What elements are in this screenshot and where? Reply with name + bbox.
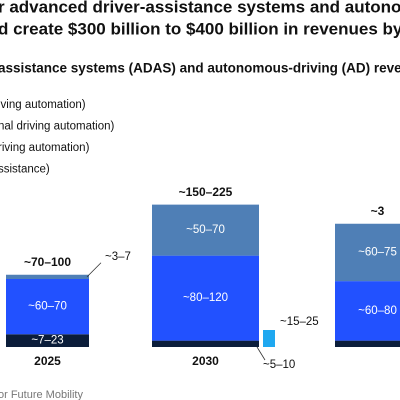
total-label: ~70–100 <box>24 255 71 269</box>
legend-label: ssistance) <box>0 164 50 176</box>
data-label: ~60–80 <box>358 305 397 317</box>
bar-segment <box>6 334 89 347</box>
leader-line <box>86 262 102 278</box>
data-label: ~7–23 <box>31 335 63 347</box>
data-label: ~3–7 <box>105 251 131 263</box>
chart-subtitle: assistance systems (ADAS) and autonomous… <box>0 61 400 76</box>
leader-line <box>256 346 266 361</box>
data-label: ~15–25 <box>280 316 319 328</box>
data-label: ~50–70 <box>186 224 225 236</box>
bar-segment <box>152 255 259 341</box>
data-label: ~60–75 <box>358 246 397 258</box>
bar-segment <box>335 281 400 341</box>
total-label: ~3 <box>371 204 385 218</box>
bar-segment <box>335 223 400 282</box>
bar-segment <box>152 204 259 256</box>
bar-segment <box>6 274 89 279</box>
bar-segment <box>6 279 89 335</box>
x-tick-label: 2025 <box>34 354 61 368</box>
chart-title: d create $300 billion to $400 billion in… <box>0 19 400 38</box>
bar-segment <box>263 330 275 347</box>
x-tick-label: 2030 <box>192 354 219 368</box>
chart-title: r advanced driver-assistance systems and… <box>0 0 400 16</box>
bar-segment <box>152 340 259 347</box>
data-label: ~60–70 <box>28 301 67 313</box>
data-label: ~80–120 <box>183 292 228 304</box>
legend-label: riving automation) <box>0 142 90 154</box>
legend-label: nal driving automation) <box>0 121 115 133</box>
bar-segment <box>335 340 400 347</box>
total-label: ~150–225 <box>179 185 233 199</box>
data-label: ~5–10 <box>263 359 295 371</box>
legend-label: iving automation) <box>0 99 86 111</box>
source: or Future Mobility <box>0 389 83 400</box>
